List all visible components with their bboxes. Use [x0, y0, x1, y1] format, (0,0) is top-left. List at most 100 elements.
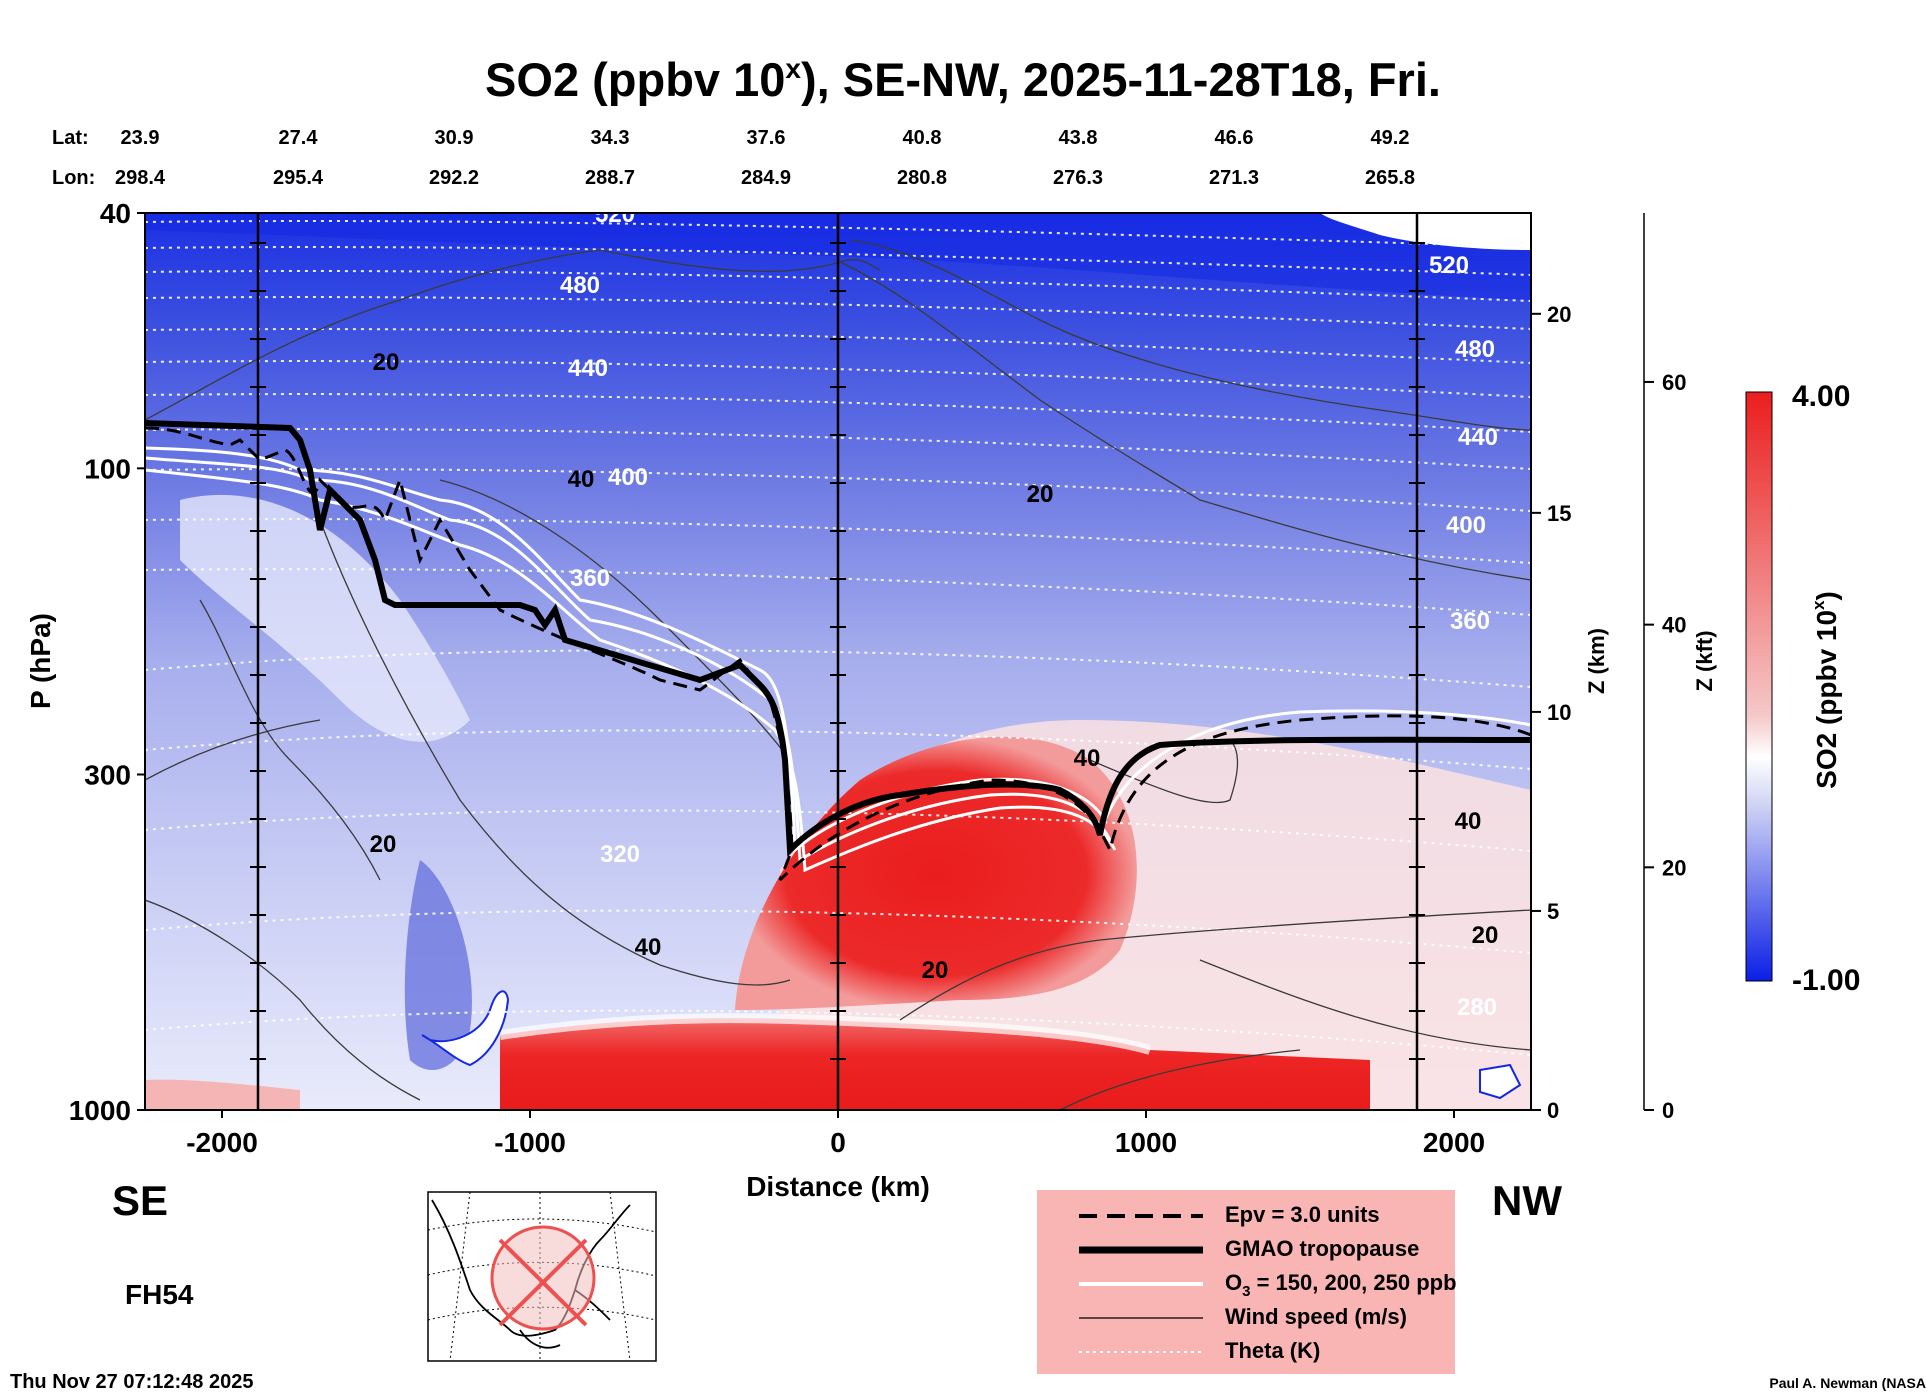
wind-label: 20 [1027, 481, 1054, 508]
theta-label: 360 [570, 565, 610, 592]
lon-value: 298.4 [115, 167, 166, 189]
theta-contour [145, 328, 1531, 364]
theta-label: 320 [600, 841, 640, 868]
lat-value: 49.2 [1371, 127, 1410, 149]
p-tick-label: 1000 [69, 1095, 131, 1126]
wind-contour [145, 719, 321, 781]
theta-contour [145, 809, 1531, 852]
wind-contour [145, 249, 601, 421]
wind-label: 40 [1074, 745, 1101, 772]
vertical-guides [256, 213, 1419, 1110]
p-tick-label: 100 [84, 453, 131, 484]
theta-label: 440 [1458, 424, 1498, 451]
lat-value: 27.4 [279, 127, 319, 149]
inset-map [427, 1191, 657, 1362]
theta-contour [145, 729, 1531, 770]
x-tick-label: 0 [830, 1127, 846, 1158]
theta-label: 520 [1429, 252, 1469, 279]
z-km-tick-label: 5 [1547, 899, 1559, 924]
theta-label: 520 [595, 201, 635, 228]
z-km-tick-label: 0 [1547, 1098, 1559, 1123]
theta-label: 480 [560, 272, 600, 299]
legend-items: Epv = 3.0 units GMAO tropopause O3 = 150, … [1079, 1202, 1457, 1363]
p-tick-label: 300 [84, 759, 131, 790]
theta-contour [145, 1009, 1531, 1056]
wind-label: 20 [370, 831, 397, 858]
pressure-axis: 40 100 300 1000 [69, 198, 145, 1126]
legend-label: Epv = 3.0 units [1225, 1202, 1380, 1227]
wind-label: 20 [373, 349, 400, 376]
chart-title: SO2 (ppbv 10x), SE-NW, 2025-11-28T18, Fr… [485, 53, 1441, 106]
wind-label: 40 [1455, 808, 1482, 835]
lon-value: 295.4 [273, 167, 324, 189]
z-kft-tick-label: 60 [1662, 370, 1686, 395]
lat-value: 46.6 [1215, 127, 1254, 149]
theta-contour [145, 468, 1531, 512]
theta-labels: 520 480 440 400 360 320 520 480 440 400 360 280 [560, 201, 1498, 1021]
legend: Epv = 3.0 units GMAO tropopause O3 = 150, … [1037, 1190, 1457, 1374]
colorbar-min-label: -1.00 [1792, 964, 1860, 997]
legend-label: GMAO tropopause [1225, 1236, 1419, 1261]
theta-label: 400 [1446, 512, 1486, 539]
z-km-tick-label: 20 [1547, 302, 1571, 327]
lat-lon-labels: 23.9 27.4 30.9 34.3 37.6 40.8 43.8 46.6 49.2 298.… [115, 127, 1415, 189]
guide-ticks [250, 242, 1425, 1060]
theta-contour [145, 649, 1531, 688]
theta-contour [145, 296, 1531, 330]
legend-label: Wind speed (m/s) [1225, 1304, 1407, 1329]
wind-contour [1059, 1049, 1301, 1110]
lon-value: 276.3 [1053, 167, 1103, 189]
theta-contour [145, 568, 1531, 616]
theta-label: 480 [1455, 336, 1495, 363]
theta-contour [145, 393, 1531, 433]
wind-label: 40 [568, 466, 595, 493]
theta-contour [145, 428, 1531, 470]
theta-contour [145, 360, 1531, 398]
wind-contour [599, 249, 881, 273]
forecast-hour: FH54 [125, 1279, 194, 1310]
theta-contour [145, 518, 1531, 564]
inset-map-cross-line [498, 1238, 588, 1327]
legend-label: Theta (K) [1225, 1338, 1320, 1363]
z-km-tick-label: 10 [1547, 700, 1571, 725]
timestamp: Thu Nov 27 07:12:48 2025 [10, 1371, 253, 1393]
pressure-axis-label: P (hPa) [25, 613, 56, 709]
so2-upper-blue-band [145, 213, 1531, 300]
theta-label: 400 [608, 464, 648, 491]
theta-label: 360 [1450, 608, 1490, 635]
lat-value: 23.9 [121, 127, 160, 149]
x-axis-label: Distance (km) [746, 1171, 930, 1202]
lon-value: 288.7 [585, 167, 635, 189]
so2-top-white-patch [1320, 213, 1531, 250]
theta-contour [145, 909, 1531, 954]
inset-map-graticule [427, 1191, 657, 1362]
so2-surface-red [500, 1018, 1370, 1110]
wind-contour [199, 599, 381, 881]
lat-value: 43.8 [1059, 127, 1098, 149]
wind-speed-contours [145, 239, 1531, 1110]
so2-blue-patch [404, 860, 472, 1070]
lon-value: 271.3 [1209, 167, 1259, 189]
wind-contour [1199, 959, 1531, 1051]
lat-value: 40.8 [903, 127, 942, 149]
theta-contour [145, 270, 1531, 302]
wind-label: 20 [1472, 922, 1499, 949]
wind-contour [145, 899, 421, 1101]
credit: Paul A. Newman (NASA [1769, 1375, 1926, 1391]
lat-row-label: Lat: [52, 127, 89, 149]
z-kft-axis: 0 20 40 60 [1644, 370, 1686, 1123]
wind-contour [899, 909, 1531, 1021]
x-tick-label: 2000 [1423, 1127, 1485, 1158]
direction-nw: NW [1492, 1177, 1562, 1224]
theta-contours [145, 220, 1531, 1056]
wind-contour [319, 519, 791, 986]
legend-label: O3 = 150, 200, 250 ppb [1225, 1270, 1457, 1300]
wind-contour [839, 261, 1531, 581]
so2-surface-left [145, 1079, 300, 1110]
wind-label: 40 [635, 934, 662, 961]
z-kft-axis-label: Z (kft) [1692, 630, 1717, 691]
so2-white-band [499, 1013, 1152, 1055]
x-tick-label: -1000 [494, 1127, 566, 1158]
